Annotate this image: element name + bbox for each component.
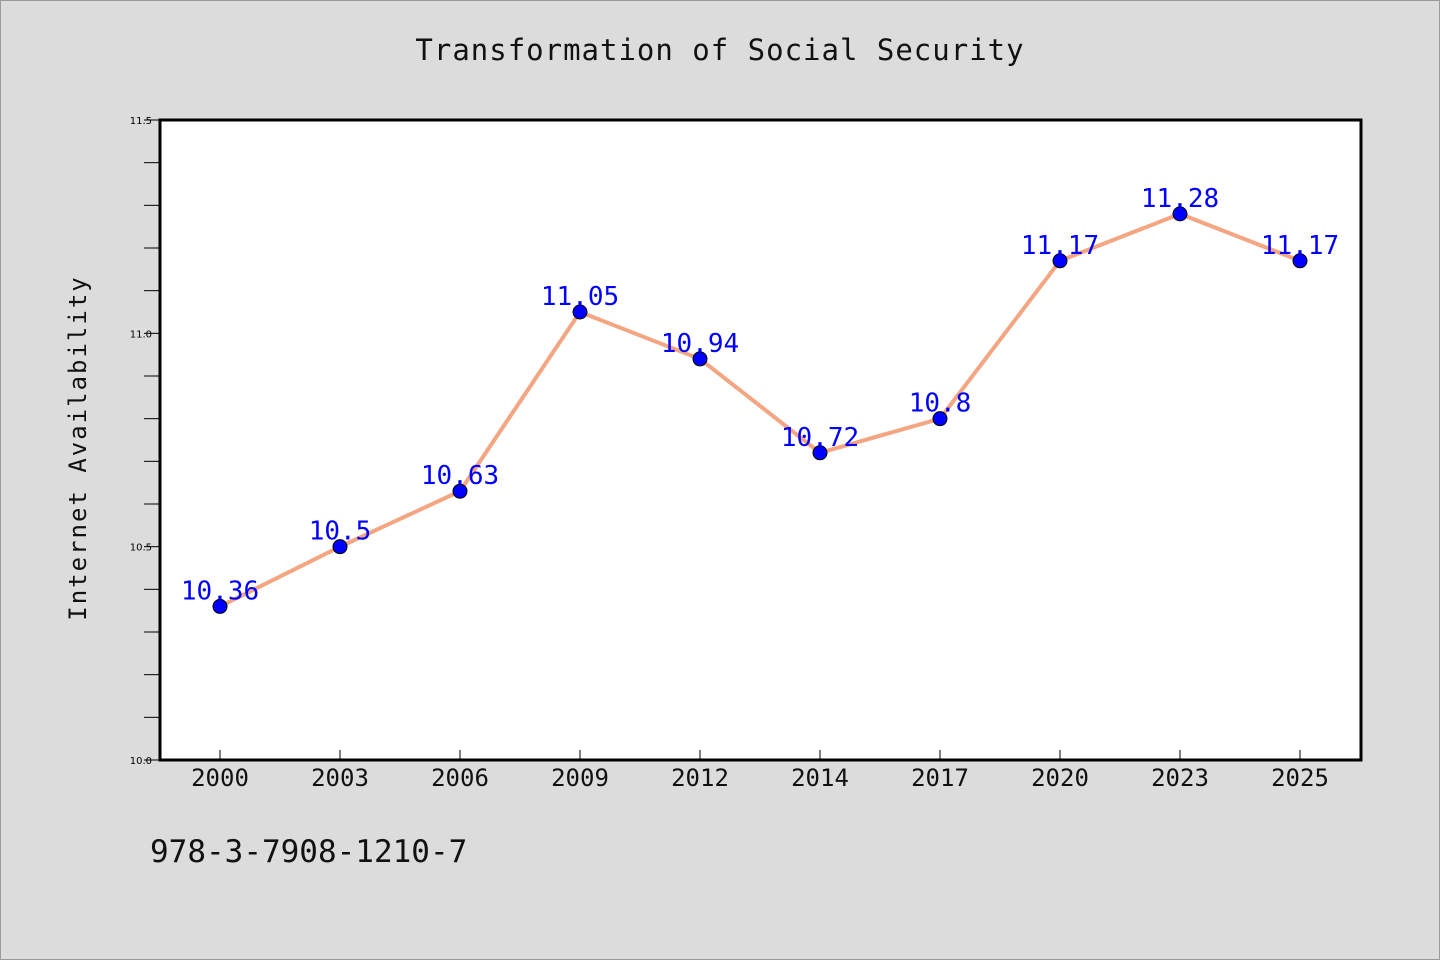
data-label: 11.05 [541,282,619,312]
data-label: 10.8 [909,389,972,419]
y-tick-label: 10.0 [130,756,152,767]
data-point [1172,206,1188,222]
y-tick-label: 10.5 [130,543,152,554]
chart-title: Transformation of Social Security [415,33,1025,67]
data-label: 11.17 [1021,231,1099,261]
x-tick-label: 2017 [911,764,969,792]
footer-code: 978-3-7908-1210-7 [150,834,468,870]
x-tick-label: 2003 [311,764,369,792]
data-point [452,483,468,499]
data-point [1052,253,1068,269]
data-point [332,539,348,555]
data-point [212,598,228,614]
x-tick-label: 2012 [671,764,729,792]
x-tick-label: 2009 [551,764,609,792]
x-tick-label: 2014 [791,764,849,792]
x-tick-label: 2023 [1151,764,1209,792]
data-label: 10.63 [421,461,499,491]
data-point [692,351,708,367]
data-label: 10.94 [661,329,739,359]
data-label: 10.36 [181,576,259,606]
data-point [572,304,588,320]
data-point [932,411,948,427]
data-label: 11.28 [1141,184,1219,214]
x-tick-label: 2025 [1271,764,1329,792]
series-line [219,211,1301,609]
y-tick-label: 11.5 [130,116,152,127]
x-tick-label: 2006 [431,764,489,792]
x-tick-label: 2020 [1031,764,1089,792]
data-label: 11.17 [1261,231,1339,261]
plot-area [158,118,1363,762]
data-point [812,445,828,461]
data-label: 10.5 [309,517,372,547]
data-point [1292,253,1308,269]
y-tick-label: 11.0 [130,329,152,340]
data-label: 10.72 [781,423,859,453]
x-tick-label: 2000 [191,764,249,792]
